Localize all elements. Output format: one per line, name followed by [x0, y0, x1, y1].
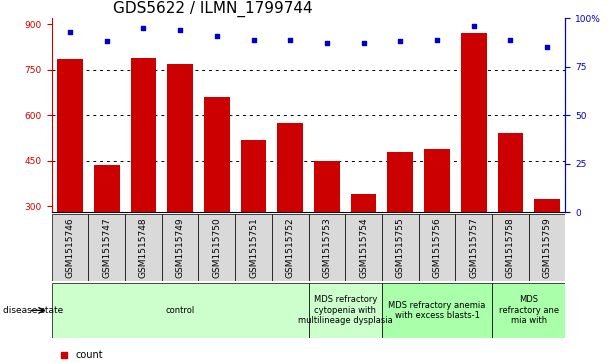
- Text: GSM1515755: GSM1515755: [396, 217, 405, 278]
- Bar: [162, 214, 198, 281]
- Text: GSM1515750: GSM1515750: [212, 217, 221, 278]
- Text: GSM1515754: GSM1515754: [359, 217, 368, 278]
- Text: MDS
refractory ane
mia with: MDS refractory ane mia with: [499, 295, 559, 325]
- Text: GSM1515746: GSM1515746: [66, 217, 75, 278]
- Bar: [308, 214, 345, 281]
- Text: GSM1515747: GSM1515747: [102, 217, 111, 278]
- Point: [322, 41, 332, 46]
- Text: GSM1515759: GSM1515759: [542, 217, 551, 278]
- Bar: [125, 214, 162, 281]
- Point: [175, 27, 185, 33]
- Text: GSM1515748: GSM1515748: [139, 217, 148, 278]
- Bar: [492, 214, 529, 281]
- Point: [212, 33, 222, 38]
- Text: GSM1515752: GSM1515752: [286, 217, 295, 278]
- Bar: [529, 214, 565, 281]
- Bar: [235, 214, 272, 281]
- Bar: [382, 283, 492, 338]
- Text: MDS refractory anemia
with excess blasts-1: MDS refractory anemia with excess blasts…: [389, 301, 486, 320]
- Point: [139, 25, 148, 31]
- Bar: [57, 59, 83, 297]
- Bar: [272, 214, 308, 281]
- Point: [65, 29, 75, 34]
- Bar: [131, 58, 156, 297]
- Text: disease state: disease state: [3, 306, 63, 315]
- Bar: [52, 283, 308, 338]
- Bar: [424, 148, 450, 297]
- Text: MDS refractory
cytopenia with
multilineage dysplasia: MDS refractory cytopenia with multilinea…: [298, 295, 393, 325]
- Bar: [241, 139, 266, 297]
- Bar: [52, 214, 88, 281]
- Bar: [308, 283, 382, 338]
- Legend: count, percentile rank within the sample: count, percentile rank within the sample: [57, 346, 244, 363]
- Point: [432, 37, 442, 42]
- Point: [505, 37, 515, 42]
- Bar: [534, 199, 560, 297]
- Bar: [497, 134, 523, 297]
- Point: [542, 44, 552, 50]
- Point: [469, 23, 478, 29]
- Bar: [314, 161, 340, 297]
- Bar: [94, 165, 120, 297]
- Bar: [387, 152, 413, 297]
- Bar: [455, 214, 492, 281]
- Text: GSM1515757: GSM1515757: [469, 217, 478, 278]
- Bar: [345, 214, 382, 281]
- Text: GSM1515749: GSM1515749: [176, 217, 185, 278]
- Bar: [198, 214, 235, 281]
- Bar: [351, 194, 376, 297]
- Point: [395, 38, 405, 44]
- Point: [359, 41, 368, 46]
- Text: GSM1515751: GSM1515751: [249, 217, 258, 278]
- Bar: [167, 64, 193, 297]
- Point: [249, 37, 258, 42]
- Point: [102, 38, 112, 44]
- Text: control: control: [165, 306, 195, 315]
- Bar: [492, 283, 565, 338]
- Text: GDS5622 / ILMN_1799744: GDS5622 / ILMN_1799744: [113, 1, 313, 17]
- Text: GSM1515756: GSM1515756: [432, 217, 441, 278]
- Point: [285, 37, 295, 42]
- Bar: [88, 214, 125, 281]
- Bar: [419, 214, 455, 281]
- Text: GSM1515753: GSM1515753: [322, 217, 331, 278]
- Bar: [277, 123, 303, 297]
- Bar: [382, 214, 419, 281]
- Text: GSM1515758: GSM1515758: [506, 217, 515, 278]
- Bar: [461, 33, 486, 297]
- Bar: [204, 97, 230, 297]
